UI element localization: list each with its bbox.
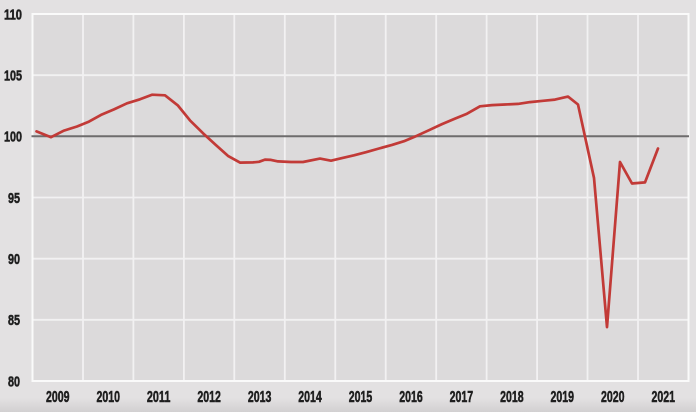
svg-text:95: 95 [8, 190, 20, 207]
svg-text:105: 105 [4, 68, 22, 85]
svg-text:2017: 2017 [450, 389, 474, 406]
svg-text:2016: 2016 [399, 389, 423, 406]
svg-text:80: 80 [8, 373, 20, 390]
svg-text:2010: 2010 [96, 389, 120, 406]
svg-text:2015: 2015 [349, 389, 373, 406]
svg-text:2020: 2020 [601, 389, 625, 406]
svg-text:90: 90 [8, 251, 20, 268]
svg-text:2018: 2018 [500, 389, 524, 406]
svg-text:2021: 2021 [652, 389, 676, 406]
svg-text:110: 110 [4, 6, 22, 23]
svg-text:2009: 2009 [46, 389, 70, 406]
svg-text:85: 85 [8, 312, 20, 329]
svg-text:2011: 2011 [147, 389, 171, 406]
svg-text:2013: 2013 [248, 389, 272, 406]
svg-text:2012: 2012 [197, 389, 221, 406]
svg-text:2014: 2014 [298, 389, 322, 406]
svg-text:2019: 2019 [551, 389, 575, 406]
svg-text:100: 100 [4, 129, 22, 146]
